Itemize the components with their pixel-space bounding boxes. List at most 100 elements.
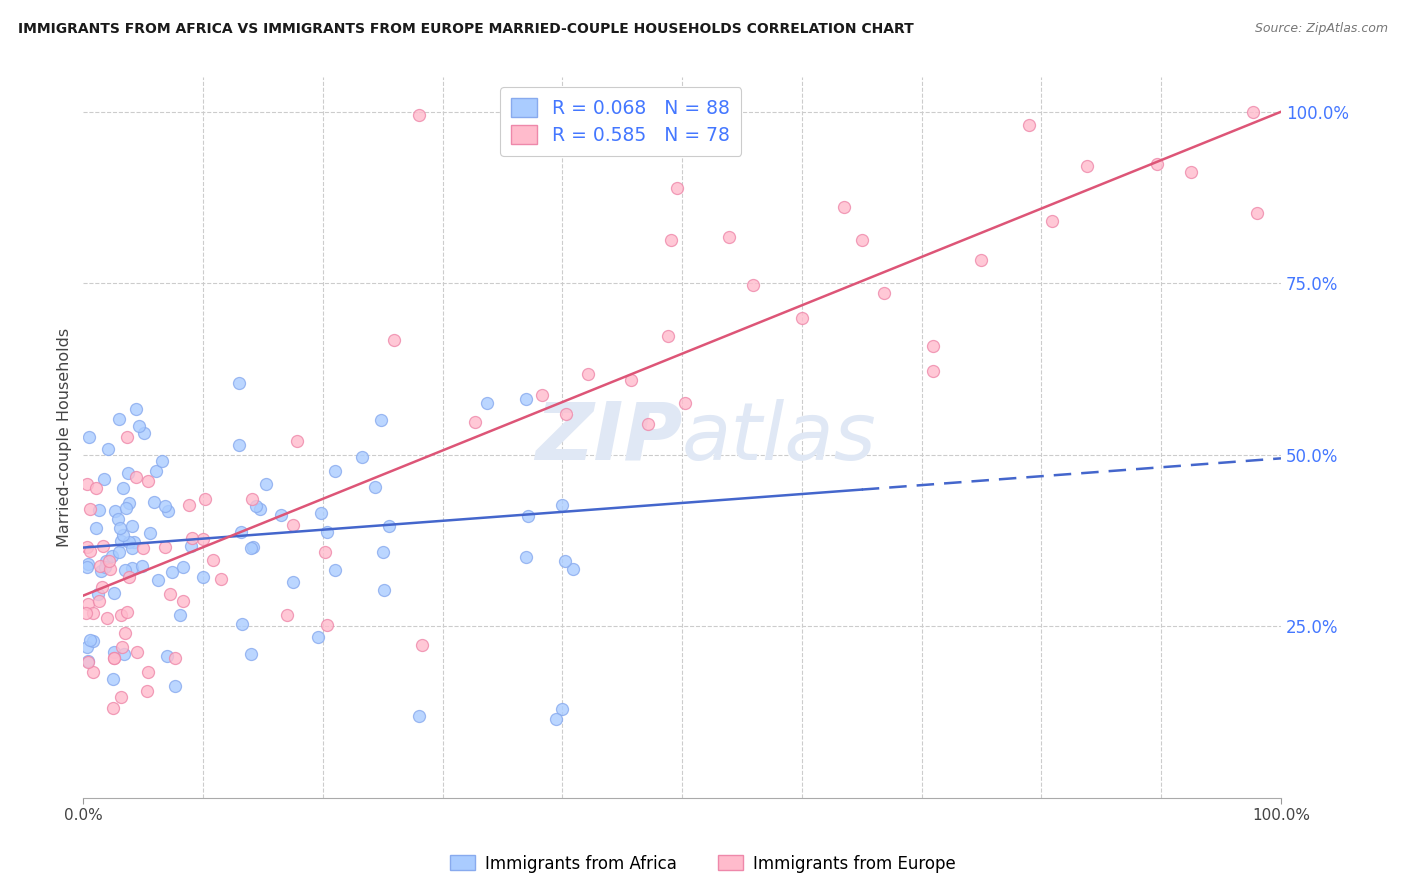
- Point: [87, 593, 110, 607]
- Point: [659, 233, 682, 247]
- Y-axis label: Married-couple Households: Married-couple Households: [58, 328, 72, 548]
- Point: [378, 519, 401, 533]
- Point: [110, 534, 132, 549]
- Point: [108, 411, 131, 425]
- Point: [191, 532, 214, 546]
- Point: [90, 564, 112, 578]
- Point: [228, 376, 250, 391]
- Point: [371, 545, 394, 559]
- Point: [1146, 157, 1168, 171]
- Point: [1180, 165, 1202, 179]
- Point: [180, 540, 202, 554]
- Point: [352, 450, 374, 465]
- Point: [307, 630, 329, 644]
- Point: [121, 518, 143, 533]
- Point: [741, 277, 763, 292]
- Point: [110, 607, 132, 622]
- Point: [546, 712, 568, 726]
- Point: [142, 495, 165, 509]
- Point: [169, 607, 191, 622]
- Point: [121, 561, 143, 575]
- Point: [172, 559, 194, 574]
- Point: [1040, 214, 1063, 228]
- Point: [107, 511, 129, 525]
- Point: [91, 580, 114, 594]
- Point: [873, 286, 896, 301]
- Point: [239, 647, 262, 661]
- Point: [191, 570, 214, 584]
- Point: [82, 606, 104, 620]
- Point: [115, 430, 138, 444]
- Point: [132, 541, 155, 555]
- Point: [673, 395, 696, 409]
- Point: [370, 413, 392, 427]
- Point: [121, 541, 143, 555]
- Point: [551, 499, 574, 513]
- Point: [364, 480, 387, 494]
- Point: [93, 559, 115, 574]
- Point: [86, 521, 108, 535]
- Text: ZIP: ZIP: [534, 399, 682, 476]
- Point: [108, 521, 131, 535]
- Point: [194, 492, 217, 507]
- Point: [98, 561, 121, 575]
- Point: [84, 481, 107, 495]
- Point: [554, 554, 576, 568]
- Point: [150, 454, 173, 468]
- Text: IMMIGRANTS FROM AFRICA VS IMMIGRANTS FROM EUROPE MARRIED-COUPLE HOUSEHOLDS CORRE: IMMIGRANTS FROM AFRICA VS IMMIGRANTS FRO…: [18, 22, 914, 37]
- Point: [111, 481, 134, 495]
- Point: [103, 672, 125, 686]
- Point: [103, 651, 125, 665]
- Point: [165, 651, 187, 665]
- Point: [228, 438, 250, 452]
- Point: [118, 570, 141, 584]
- Point: [163, 679, 186, 693]
- Point: [1246, 206, 1268, 220]
- Point: [131, 558, 153, 573]
- Point: [77, 655, 100, 669]
- Point: [561, 562, 583, 576]
- Legend: Immigrants from Africa, Immigrants from Europe: Immigrants from Africa, Immigrants from …: [443, 848, 963, 880]
- Point: [245, 499, 267, 513]
- Point: [239, 541, 262, 555]
- Point: [89, 558, 111, 573]
- Legend: R = 0.068   N = 88, R = 0.585   N = 78: R = 0.068 N = 88, R = 0.585 N = 78: [501, 87, 741, 156]
- Point: [77, 430, 100, 444]
- Point: [156, 648, 179, 663]
- Point: [515, 549, 537, 564]
- Point: [138, 526, 160, 541]
- Point: [256, 476, 278, 491]
- Point: [96, 611, 118, 625]
- Point: [666, 181, 689, 195]
- Point: [124, 402, 146, 417]
- Point: [551, 702, 574, 716]
- Point: [281, 517, 304, 532]
- Point: [98, 554, 121, 568]
- Point: [314, 544, 336, 558]
- Point: [118, 496, 141, 510]
- Point: [201, 553, 224, 567]
- Point: [76, 541, 98, 555]
- Point: [637, 417, 659, 432]
- Point: [249, 502, 271, 516]
- Point: [209, 572, 232, 586]
- Point: [91, 540, 114, 554]
- Point: [148, 573, 170, 587]
- Point: [179, 499, 201, 513]
- Point: [921, 339, 943, 353]
- Point: [832, 200, 855, 214]
- Point: [231, 525, 253, 540]
- Point: [76, 477, 98, 491]
- Point: [117, 466, 139, 480]
- Point: [79, 544, 101, 558]
- Point: [1076, 159, 1098, 173]
- Point: [94, 554, 117, 568]
- Point: [145, 464, 167, 478]
- Point: [384, 333, 406, 347]
- Point: [970, 252, 993, 267]
- Point: [323, 563, 346, 577]
- Point: [1018, 119, 1040, 133]
- Point: [922, 364, 945, 378]
- Point: [82, 665, 104, 679]
- Point: [125, 469, 148, 483]
